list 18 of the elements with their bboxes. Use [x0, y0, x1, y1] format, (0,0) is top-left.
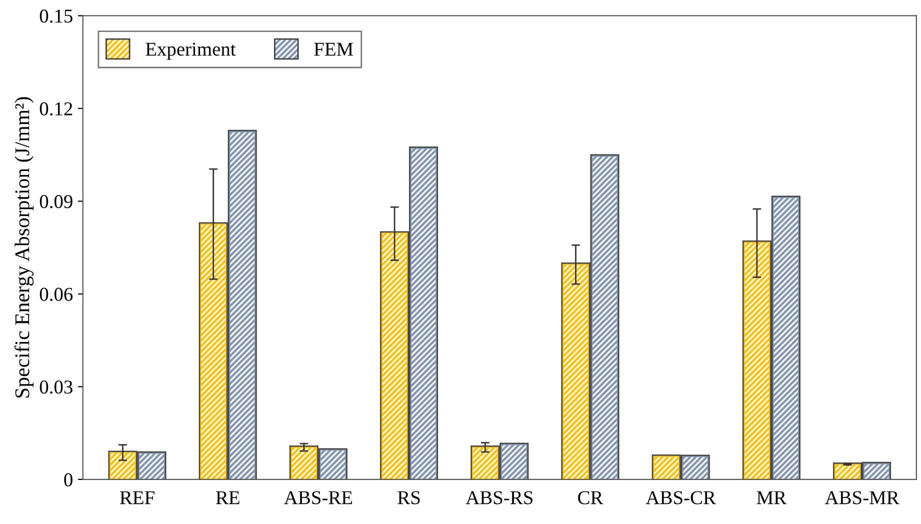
- x-tick-label: CR: [578, 491, 604, 504]
- x-tick-label: ABS-MR: [824, 491, 900, 504]
- y-axis-title: Specific Energy Absorption (J/mm²): [14, 97, 34, 398]
- y-tick-label: 0.15: [40, 10, 72, 23]
- x-tick-label: REF: [120, 491, 154, 504]
- x-tick-label: RE: [216, 491, 240, 504]
- x-tick-label: MR: [756, 491, 787, 504]
- legend-label: FEM: [314, 42, 354, 56]
- y-tick-label: 0.06: [40, 288, 73, 301]
- y-tick-label: 0: [64, 473, 72, 486]
- y-tick-label: 0.09: [40, 195, 72, 208]
- x-tick-label: RS: [398, 491, 420, 504]
- x-tick-label: ABS-RS: [466, 491, 532, 504]
- y-tick-label: 0.03: [40, 380, 72, 394]
- x-tick-label: ABS-RE: [284, 491, 352, 504]
- legend-label: Experiment: [146, 42, 236, 60]
- y-tick-label: 0.12: [40, 102, 72, 116]
- x-tick-label: ABS-CR: [646, 491, 716, 504]
